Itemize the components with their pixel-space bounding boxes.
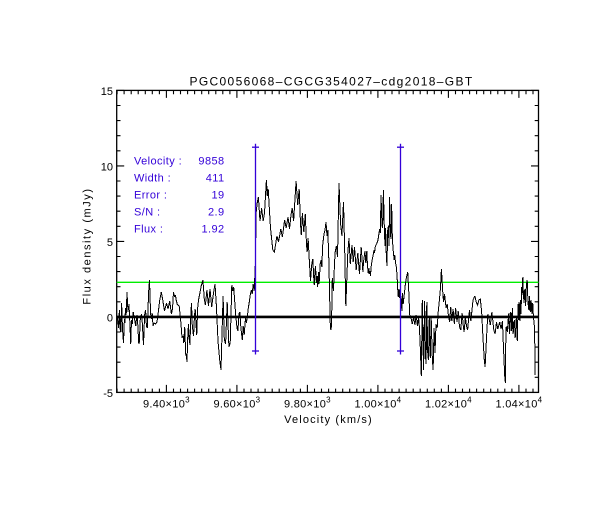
svg-text:15: 15 [101, 86, 113, 98]
svg-text:9858: 9858 [198, 156, 224, 168]
svg-text:9.40×103: 9.40×103 [143, 395, 190, 410]
svg-text:9.80×103: 9.80×103 [284, 395, 331, 410]
svg-text:1.92: 1.92 [201, 224, 224, 236]
svg-text:0: 0 [107, 313, 113, 325]
svg-text:2.9: 2.9 [208, 207, 225, 219]
svg-text:9.60×103: 9.60×103 [213, 395, 260, 410]
svg-text:1.04×104: 1.04×104 [495, 395, 542, 410]
svg-text:Flux density (mJy): Flux density (mJy) [82, 187, 94, 304]
svg-text:411: 411 [206, 173, 225, 185]
svg-text:10: 10 [101, 162, 113, 174]
svg-text:5: 5 [107, 237, 113, 249]
svg-text:1.00×104: 1.00×104 [354, 395, 401, 410]
svg-text:Flux :: Flux : [134, 224, 163, 236]
svg-text:Error :: Error : [134, 190, 167, 202]
svg-text:S/N :: S/N : [134, 207, 160, 219]
svg-text:1.02×104: 1.02×104 [425, 395, 472, 410]
svg-text:19: 19 [211, 190, 224, 202]
svg-text:Velocity :: Velocity : [134, 156, 182, 168]
svg-text:-5: -5 [103, 388, 113, 400]
svg-text:Velocity (km/s): Velocity (km/s) [284, 414, 373, 426]
svg-text:PGC0056068–CGCG354027–cdg2018–: PGC0056068–CGCG354027–cdg2018–GBT [189, 74, 473, 88]
svg-text:Width :: Width : [134, 173, 171, 185]
